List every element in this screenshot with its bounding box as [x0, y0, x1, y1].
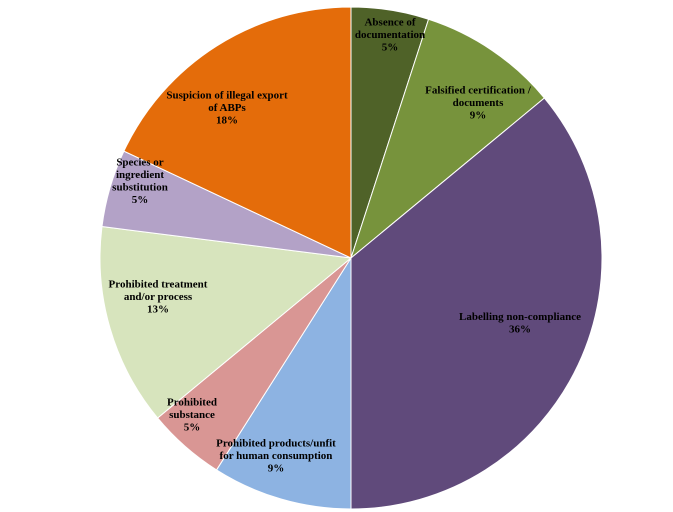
slice-label-5: Prohibited treatment and/or process 13% [109, 279, 208, 316]
slice-label-1: Falsified certification / documents 9% [425, 85, 532, 122]
slice-label-6: Species or ingredient substitution 5% [112, 156, 168, 206]
pie-slice-2 [350, 97, 603, 510]
slice-label-3: Prohibited products/unfit for human consu… [216, 438, 336, 475]
slice-label-7: Suspicion of illegal export of ABPs 18% [166, 90, 288, 127]
slice-label-2: Labelling non-compliance 36% [459, 311, 581, 336]
pie-slice-7 [123, 6, 352, 259]
pie-slices [99, 6, 603, 510]
slice-label-4: Prohibited substance 5% [167, 397, 217, 434]
pie-slice-3 [215, 256, 352, 510]
pie-slice-1 [349, 18, 546, 260]
pie-labels: Absence of documentation 5%Falsified certi… [109, 17, 582, 475]
pie-slice-5 [99, 225, 353, 419]
slice-label-0: Absence of documentation 5% [355, 17, 425, 54]
